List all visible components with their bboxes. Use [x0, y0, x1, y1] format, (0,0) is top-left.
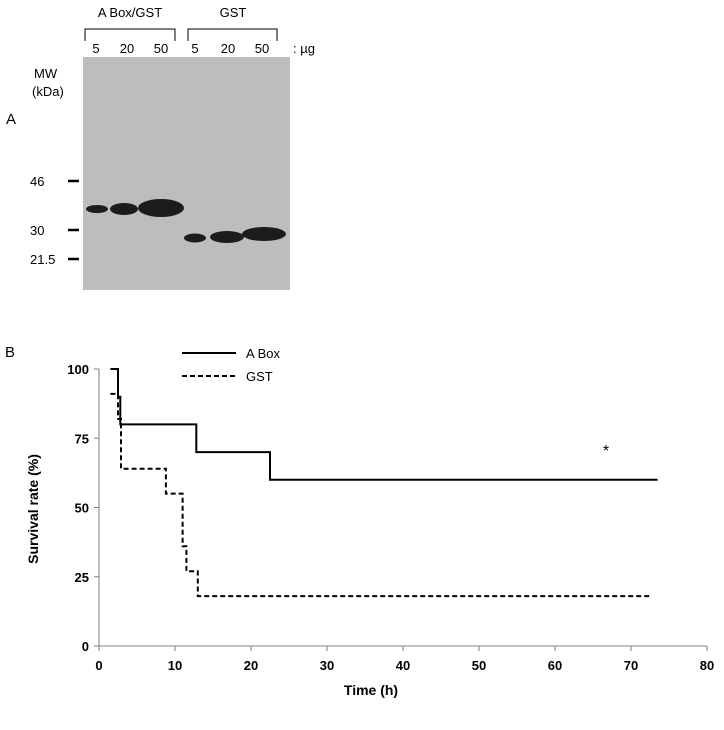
legend-label-gst: GST — [246, 369, 273, 384]
panel-a-label: A — [6, 111, 16, 128]
mw-unit: (kDa) — [32, 84, 64, 99]
lane-label: 50 — [154, 41, 168, 56]
x-tick-label: 80 — [700, 658, 714, 673]
lane-label: 50 — [255, 41, 269, 56]
x-tick-label: 20 — [244, 658, 258, 673]
x-tick-label: 0 — [95, 658, 102, 673]
significance-mark: * — [603, 443, 609, 460]
group-bracket-gst — [187, 28, 278, 41]
band-gst-20 — [210, 231, 244, 243]
band-abox-20 — [110, 203, 138, 215]
lane-label: 20 — [221, 41, 235, 56]
panel-b: B A Box GST 0 25 50 75 100 0 10 20 30 40 50 60 70 80… — [5, 344, 714, 698]
x-tick-label: 50 — [472, 658, 486, 673]
x-tick-label: 10 — [168, 658, 182, 673]
panel-a: A A Box/GST GST 5 20 50 5 20 50 : µg MW … — [6, 5, 315, 290]
lane-label: 5 — [92, 41, 99, 56]
y-tick-label: 25 — [75, 570, 89, 585]
group-label-abox-gst: A Box/GST — [98, 5, 162, 20]
x-tick-label: 30 — [320, 658, 334, 673]
y-ticks: 0 25 50 75 100 — [67, 362, 99, 654]
series-line-abox — [110, 368, 658, 481]
group-label-gst: GST — [220, 5, 247, 20]
x-tick-label: 70 — [624, 658, 638, 673]
y-tick-label: 0 — [82, 639, 89, 654]
legend-label-abox: A Box — [246, 346, 280, 361]
band-abox-5 — [86, 205, 108, 213]
mw-marker-46: 46 — [30, 174, 44, 189]
mw-marker-21-5: 21.5 — [30, 252, 55, 267]
gel-bands — [86, 199, 286, 243]
series-layer — [110, 368, 658, 598]
y-tick-label: 75 — [75, 431, 89, 446]
gel-image — [83, 57, 290, 290]
y-tick-label: 50 — [75, 501, 89, 516]
lane-label: 20 — [120, 41, 134, 56]
panel-b-label: B — [5, 344, 15, 361]
band-gst-50 — [242, 227, 286, 241]
band-abox-50 — [138, 199, 184, 217]
x-ticks: 0 10 20 30 40 50 60 70 80 — [95, 646, 714, 673]
y-axis-label: Survival rate (%) — [25, 454, 41, 564]
mw-marker-30: 30 — [30, 223, 44, 238]
group-bracket-abox-gst — [84, 28, 176, 41]
lane-label: 5 — [191, 41, 198, 56]
x-tick-label: 40 — [396, 658, 410, 673]
mw-title: MW — [34, 66, 58, 81]
series-line-gst — [110, 392, 650, 598]
x-axis-label: Time (h) — [344, 682, 398, 698]
x-tick-label: 60 — [548, 658, 562, 673]
unit-label: : µg — [293, 41, 315, 56]
legend: A Box GST — [182, 346, 280, 384]
band-gst-5 — [184, 233, 206, 243]
y-tick-label: 100 — [67, 362, 89, 377]
